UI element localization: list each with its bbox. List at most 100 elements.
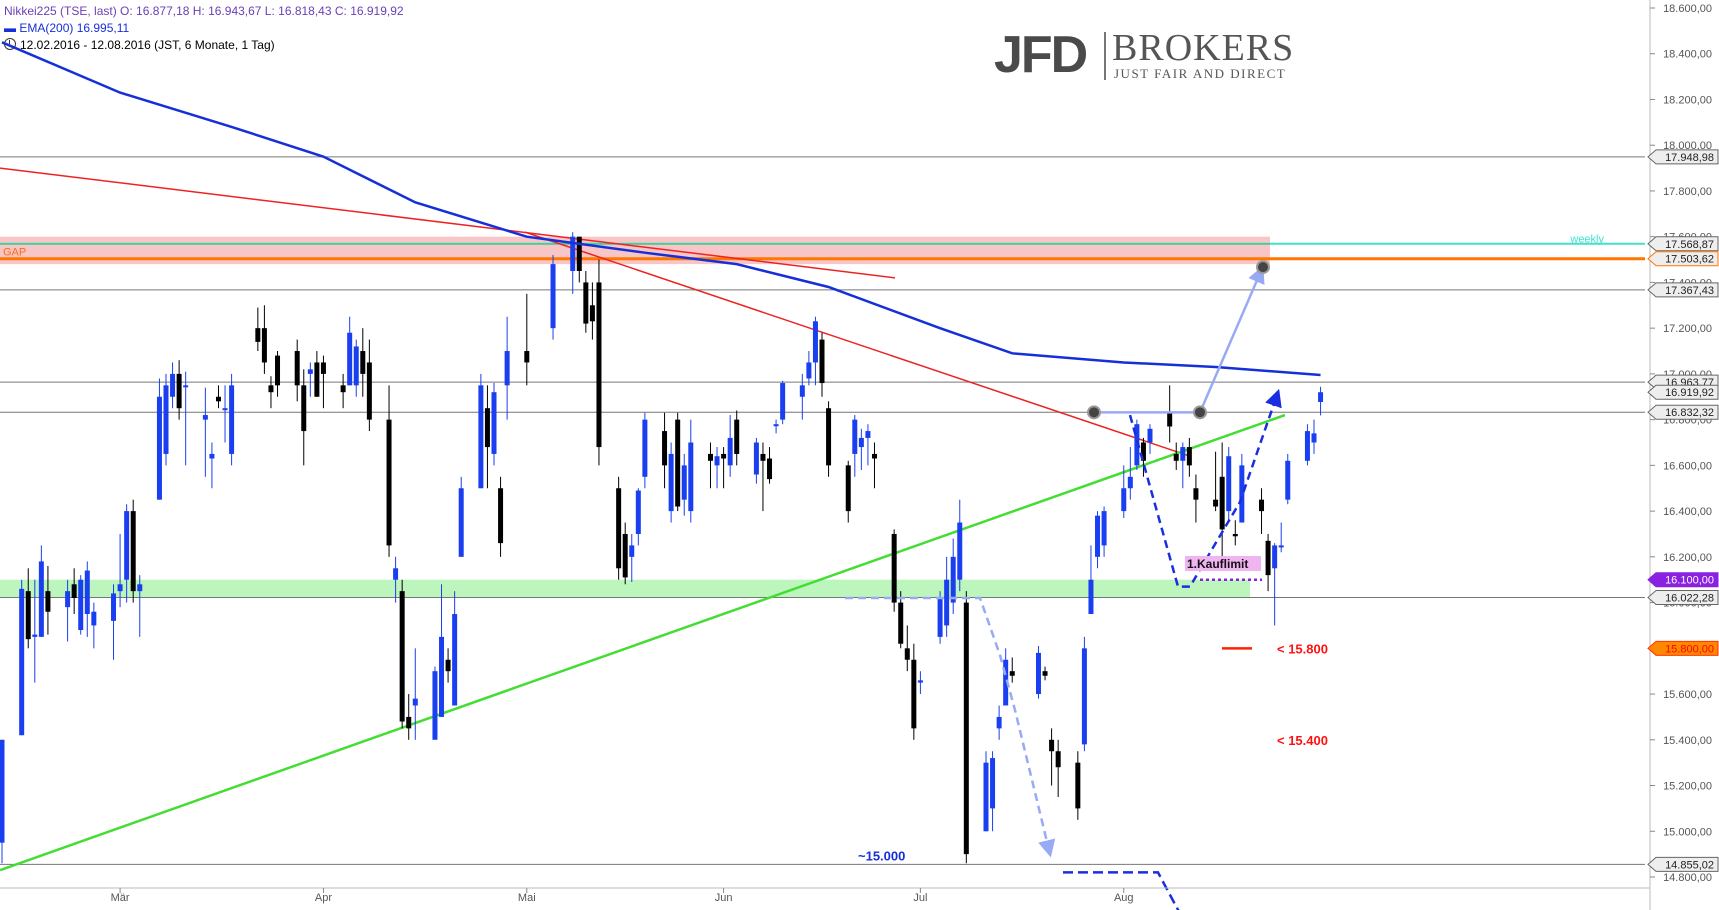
candle-body [852, 419, 858, 454]
target-15000-label: ~15.000 [858, 848, 905, 863]
candle-body [668, 453, 674, 512]
price-badge-label: 17.948,98 [1665, 152, 1714, 164]
candle-body [261, 328, 267, 363]
candle-body [845, 465, 851, 512]
candle-body [662, 431, 668, 466]
price-badge-label: 17.568,87 [1665, 239, 1714, 251]
candle-body [865, 431, 871, 438]
candle-body [1101, 511, 1107, 546]
candle-body [858, 437, 864, 448]
price-badge-label: 16.022,28 [1665, 592, 1714, 604]
x-tick-label: Apr [315, 892, 332, 904]
pivot-point [1087, 405, 1101, 420]
symbol-ohlc-text: Nikkei225 (TSE, last) O: 16.877,18 H: 16… [4, 4, 404, 18]
candle-body [622, 533, 628, 578]
candle-body [163, 385, 169, 454]
candle-body [1232, 533, 1238, 537]
weekly-label: weekly [1569, 233, 1604, 245]
price-badge [1647, 589, 1719, 605]
y-tick-label: 15.600,00 [1663, 689, 1712, 701]
candle-body [452, 614, 458, 706]
x-tick-label: Jul [913, 892, 927, 904]
candle-body [871, 453, 877, 459]
ema-legend-marker: ▬ [4, 21, 16, 35]
candle-body [275, 355, 281, 386]
candle-body [1304, 431, 1310, 461]
candle-body [1095, 515, 1101, 557]
y-tick-label: 18.200,00 [1663, 94, 1712, 106]
candle-body [629, 545, 635, 557]
y-tick-label: 18.600,00 [1663, 3, 1712, 15]
candle-body [1285, 460, 1291, 500]
candle-body [1042, 671, 1048, 676]
candle-body [1278, 545, 1284, 548]
support-zone [0, 579, 1250, 599]
candle-body [675, 419, 681, 507]
candle-body [1140, 442, 1146, 461]
price-badge [1647, 404, 1719, 420]
candle-body [1134, 424, 1140, 466]
candle-body [904, 648, 910, 660]
x-tick-label: Mai [518, 892, 536, 904]
candle-body [268, 385, 274, 393]
candle-body [498, 488, 504, 544]
candle-body [84, 570, 90, 615]
candle-body [727, 437, 733, 466]
candle-body [1035, 652, 1041, 695]
price-badge-label: 16.832,32 [1665, 407, 1714, 419]
x-tick-label: Mär [111, 892, 130, 904]
candle-body [799, 385, 805, 397]
candle-body [255, 328, 261, 342]
candle-body [117, 584, 123, 592]
y-tick-label: 18.000,00 [1663, 140, 1712, 152]
candle-body [386, 419, 392, 546]
price-badge [1647, 236, 1719, 252]
candle-body [806, 362, 812, 379]
candle-body [445, 659, 451, 672]
y-tick-label: 14.800,00 [1663, 872, 1712, 884]
level-15800-label: < 15.800 [1277, 641, 1328, 656]
ema-legend-text: EMA(200) 16.995,11 [19, 21, 130, 35]
candle-body [78, 579, 84, 631]
candle-body [406, 716, 412, 729]
candle-body [156, 396, 162, 500]
y-tick-label: 18.400,00 [1663, 49, 1712, 61]
candle-body [432, 671, 438, 740]
price-badge [1647, 640, 1719, 656]
candle-body [714, 456, 720, 466]
candle-body [176, 373, 182, 409]
candle-body [65, 591, 71, 608]
ema200-line [1, 41, 1321, 377]
candle-body [399, 591, 405, 722]
candle-body [124, 511, 130, 580]
uptrend-line [0, 413, 1286, 872]
price-badge [1647, 384, 1719, 400]
candle-body [340, 385, 346, 393]
candle-body [550, 264, 556, 329]
candle-body [484, 408, 490, 448]
candle-body [780, 383, 786, 420]
logo-divider [1104, 32, 1106, 80]
y-tick-label: 17.200,00 [1663, 323, 1712, 335]
candle-body [753, 442, 759, 475]
candle-body [301, 385, 307, 432]
candle-body [1055, 751, 1061, 768]
candle-body [990, 758, 996, 809]
candle-body [0, 739, 5, 843]
candle-body [760, 453, 766, 461]
candle-body [393, 568, 399, 580]
candle-body [1127, 476, 1133, 489]
bearish-projection-arrow [845, 596, 1056, 858]
candle-body [1265, 540, 1271, 576]
candle-body [45, 591, 51, 612]
candle-body [1318, 392, 1324, 402]
candle-body [111, 593, 117, 621]
candle-body [891, 533, 897, 603]
candle-body [773, 424, 779, 427]
x-tick-label: Aug [1114, 892, 1134, 904]
candle-body [944, 579, 950, 626]
candle-body [963, 602, 969, 855]
candle-body [707, 453, 713, 461]
candle-body [937, 598, 943, 637]
